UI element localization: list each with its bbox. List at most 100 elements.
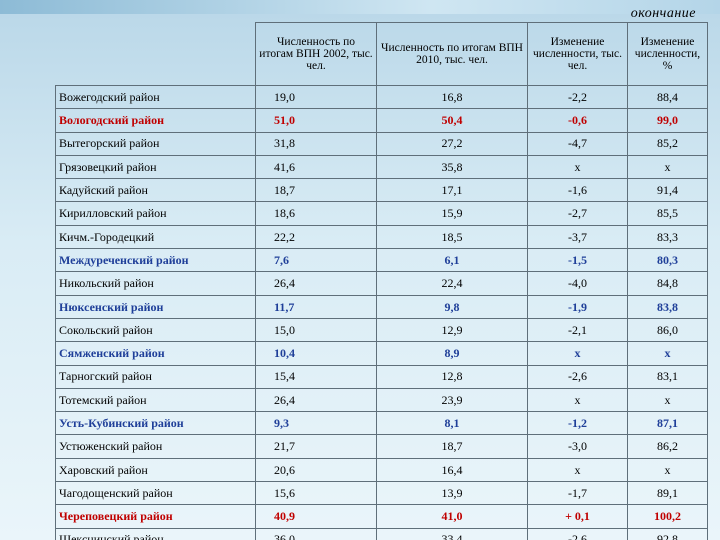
- change-absolute-cell: x: [527, 387, 628, 413]
- change-absolute-cell: x: [527, 341, 628, 366]
- change-absolute-cell: -2,7: [527, 201, 628, 226]
- district-name-cell: Тарногский район: [55, 364, 256, 389]
- change-percent-cell: x: [627, 457, 708, 483]
- change-percent-cell: x: [627, 341, 708, 366]
- population-2010-cell: 16,4: [376, 457, 528, 483]
- change-absolute-cell: x: [527, 154, 628, 180]
- population-2002-cell: 15,6: [255, 481, 377, 506]
- population-2002-cell: 15,0: [255, 317, 377, 343]
- population-2010-cell: 12,9: [376, 317, 528, 343]
- district-name-cell: Череповецкий район: [55, 504, 256, 529]
- district-name-cell: Харовский район: [55, 457, 256, 483]
- population-2002-cell: 22,2: [255, 224, 377, 250]
- population-2010-cell: 15,9: [376, 201, 528, 226]
- header-row: Численность по итогам ВПН 2002, тыс. чел…: [56, 22, 708, 86]
- population-2002-cell: 18,6: [255, 201, 377, 226]
- table-row: Кичм.-Городецкий 22,2 18,5 -3,7 83,3: [55, 224, 708, 250]
- population-2010-cell: 41,0: [376, 504, 528, 529]
- change-absolute-cell: -1,9: [527, 294, 628, 319]
- header-change-percent: Изменение численности, %: [627, 22, 708, 86]
- population-2002-cell: 11,7: [255, 294, 377, 319]
- table-body: Вожегодский район 19,0 16,8 -2,2 88,4 Вологод…: [55, 84, 708, 540]
- population-2002-cell: 36,0: [255, 527, 377, 540]
- district-name-cell: Устюженский район: [55, 434, 256, 459]
- population-2010-cell: 18,7: [376, 434, 528, 459]
- change-percent-cell: 99,0: [627, 108, 708, 133]
- population-2010-cell: 50,4: [376, 108, 528, 133]
- table-row: Тотемский район 26,4 23,9 x x: [55, 387, 708, 413]
- table-row: Устюженский район 21,7 18,7 -3,0 86,2: [55, 434, 708, 459]
- table-row: Нюксенский район 11,7 9,8 -1,9 83,8: [55, 294, 708, 319]
- change-percent-cell: 80,3: [627, 248, 708, 273]
- population-2010-cell: 9,8: [376, 294, 528, 319]
- change-absolute-cell: -4,7: [527, 131, 628, 156]
- population-2002-cell: 51,0: [255, 108, 377, 133]
- district-name-cell: Вытегорский район: [55, 131, 256, 156]
- population-2010-cell: 16,8: [376, 84, 528, 110]
- table-caption: окончание: [630, 6, 696, 21]
- population-2002-cell: 41,6: [255, 154, 377, 180]
- population-2010-cell: 6,1: [376, 248, 528, 273]
- population-2010-cell: 12,8: [376, 364, 528, 389]
- district-name-cell: Шекснинский район: [55, 527, 256, 540]
- table-row: Вожегодский район 19,0 16,8 -2,2 88,4: [55, 84, 708, 110]
- population-2002-cell: 19,0: [255, 84, 377, 110]
- table-row: Харовский район 20,6 16,4 x x: [55, 457, 708, 483]
- change-absolute-cell: -4,0: [527, 271, 628, 296]
- population-2002-cell: 7,6: [255, 248, 377, 273]
- change-absolute-cell: -2,6: [527, 527, 628, 540]
- table-row: Грязовецкий район 41,6 35,8 x x: [55, 154, 708, 180]
- district-name-cell: Кичм.-Городецкий: [55, 224, 256, 250]
- district-name-cell: Тотемский район: [55, 387, 256, 413]
- change-absolute-cell: -1,6: [527, 178, 628, 203]
- district-name-cell: Сокольский район: [55, 317, 256, 343]
- district-name-cell: Усть-Кубинский район: [55, 411, 256, 436]
- district-name-cell: Междуреченский район: [55, 248, 256, 273]
- table-row: Вологодский район 51,0 50,4 -0,6 99,0: [55, 108, 708, 133]
- change-percent-cell: x: [627, 154, 708, 180]
- change-percent-cell: 91,4: [627, 178, 708, 203]
- change-absolute-cell: -1,5: [527, 248, 628, 273]
- change-percent-cell: 85,5: [627, 201, 708, 226]
- district-name-cell: Грязовецкий район: [55, 154, 256, 180]
- table-row: Вытегорский район 31,8 27,2 -4,7 85,2: [55, 131, 708, 156]
- change-percent-cell: x: [627, 387, 708, 413]
- table-row: Никольский район 26,4 22,4 -4,0 84,8: [55, 271, 708, 296]
- population-2010-cell: 8,9: [376, 341, 528, 366]
- population-2002-cell: 9,3: [255, 411, 377, 436]
- change-absolute-cell: -1,2: [527, 411, 628, 436]
- table-row: Междуреченский район 7,6 6,1 -1,5 80,3: [55, 248, 708, 273]
- change-absolute-cell: x: [527, 457, 628, 483]
- change-percent-cell: 83,1: [627, 364, 708, 389]
- population-2010-cell: 8,1: [376, 411, 528, 436]
- district-name-cell: Нюксенский район: [55, 294, 256, 319]
- population-2010-cell: 33,4: [376, 527, 528, 540]
- table-row: Кадуйский район 18,7 17,1 -1,6 91,4: [55, 178, 708, 203]
- district-name-cell: Никольский район: [55, 271, 256, 296]
- population-2010-cell: 23,9: [376, 387, 528, 413]
- table-row: Усть-Кубинский район 9,3 8,1 -1,2 87,1: [55, 411, 708, 436]
- table-row: Череповецкий район 40,9 41,0 + 0,1 100,2: [55, 504, 708, 529]
- change-absolute-cell: -2,2: [527, 84, 628, 110]
- district-name-cell: Чагодощенский район: [55, 481, 256, 506]
- header-empty-cell: [56, 23, 256, 86]
- change-percent-cell: 88,4: [627, 84, 708, 110]
- district-name-cell: Вожегодский район: [55, 84, 256, 110]
- change-percent-cell: 87,1: [627, 411, 708, 436]
- change-percent-cell: 85,2: [627, 131, 708, 156]
- change-percent-cell: 86,0: [627, 317, 708, 343]
- population-2002-cell: 40,9: [255, 504, 377, 529]
- population-2002-cell: 21,7: [255, 434, 377, 459]
- change-absolute-cell: -1,7: [527, 481, 628, 506]
- top-band: [0, 0, 720, 14]
- change-absolute-cell: + 0,1: [527, 504, 628, 529]
- table-row: Сокольский район 15,0 12,9 -2,1 86,0: [55, 317, 708, 343]
- district-name-cell: Вологодский район: [55, 108, 256, 133]
- change-percent-cell: 83,8: [627, 294, 708, 319]
- change-absolute-cell: -3,7: [527, 224, 628, 250]
- change-percent-cell: 83,3: [627, 224, 708, 250]
- population-2002-cell: 26,4: [255, 271, 377, 296]
- population-2002-cell: 20,6: [255, 457, 377, 483]
- population-2010-cell: 27,2: [376, 131, 528, 156]
- population-table: Численность по итогам ВПН 2002, тыс. чел…: [55, 22, 708, 540]
